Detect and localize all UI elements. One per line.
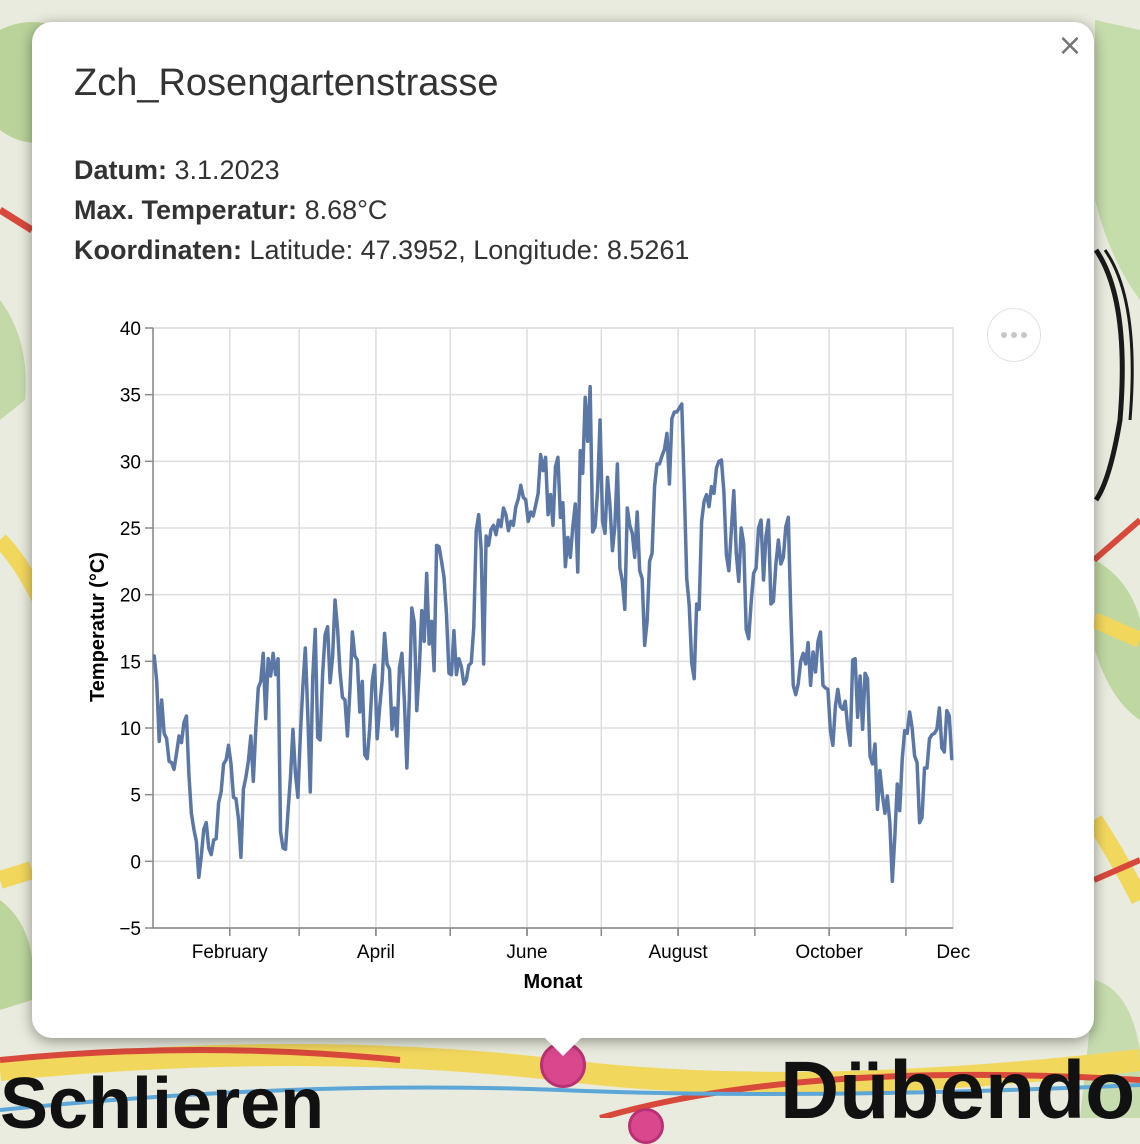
y-axis-title: Temperatur (°C)	[87, 552, 109, 702]
x-tick-label: June	[506, 942, 547, 963]
chart-axes: −5 0 5 10 15 20 25 30 35 40 February April June Augus…	[119, 319, 970, 963]
x-tick-label: February	[192, 942, 269, 963]
more-horizontal-icon-dot	[1021, 332, 1027, 338]
x-tick-label: August	[648, 942, 708, 963]
chart-data-layer	[152, 384, 954, 884]
popup-tip	[543, 1036, 583, 1056]
max-temperature-label: Max. Temperatur:	[74, 195, 298, 225]
y-tick-label: 40	[120, 319, 141, 340]
plot-frame	[152, 327, 954, 929]
map-marker-secondary[interactable]	[628, 1108, 664, 1144]
x-tick-label: April	[357, 942, 395, 963]
max-temperature-row: Max. Temperatur: 8.68°C	[74, 195, 387, 226]
temperature-line-chart: −5 0 5 10 15 20 25 30 35 40 February April June Augus…	[87, 319, 970, 993]
y-tick-label: 35	[120, 386, 141, 407]
temperature-series-line	[152, 384, 954, 884]
datum-label: Datum:	[74, 155, 167, 185]
y-tick-label: 5	[130, 786, 141, 807]
more-horizontal-icon	[1001, 332, 1007, 338]
chart-actions-menu-button[interactable]	[987, 308, 1041, 362]
y-tick-label: −5	[119, 919, 141, 940]
x-tick-label: December	[936, 942, 970, 963]
y-tick-label: 30	[120, 452, 141, 473]
y-tick-label: 0	[130, 852, 141, 873]
datum-value: 3.1.2023	[174, 155, 280, 185]
coordinates-value: Latitude: 47.3952, Longitude: 8.5261	[249, 235, 690, 265]
y-tick-label: 10	[120, 719, 141, 740]
y-tick-label: 20	[120, 586, 141, 607]
x-axis-title: Monat	[524, 971, 583, 993]
x-tick-label: October	[795, 942, 863, 963]
close-button[interactable]: ×	[1054, 30, 1086, 62]
coordinates-row: Koordinaten: Latitude: 47.3952, Longitud…	[74, 235, 689, 266]
close-icon: ×	[1057, 28, 1083, 63]
y-tick-label: 15	[120, 652, 141, 673]
more-horizontal-icon-dot	[1011, 332, 1017, 338]
map-label-duebendorf: Dübendo	[780, 1045, 1136, 1136]
datum-row: Datum: 3.1.2023	[74, 155, 280, 186]
coordinates-label: Koordinaten:	[74, 235, 242, 265]
station-title: Zch_Rosengartenstrasse	[74, 62, 499, 104]
chart-grid	[152, 327, 954, 929]
max-temperature-value: 8.68°C	[304, 195, 388, 225]
y-tick-label: 25	[120, 519, 141, 540]
map-label-schlieren: Schlieren	[0, 1064, 325, 1144]
